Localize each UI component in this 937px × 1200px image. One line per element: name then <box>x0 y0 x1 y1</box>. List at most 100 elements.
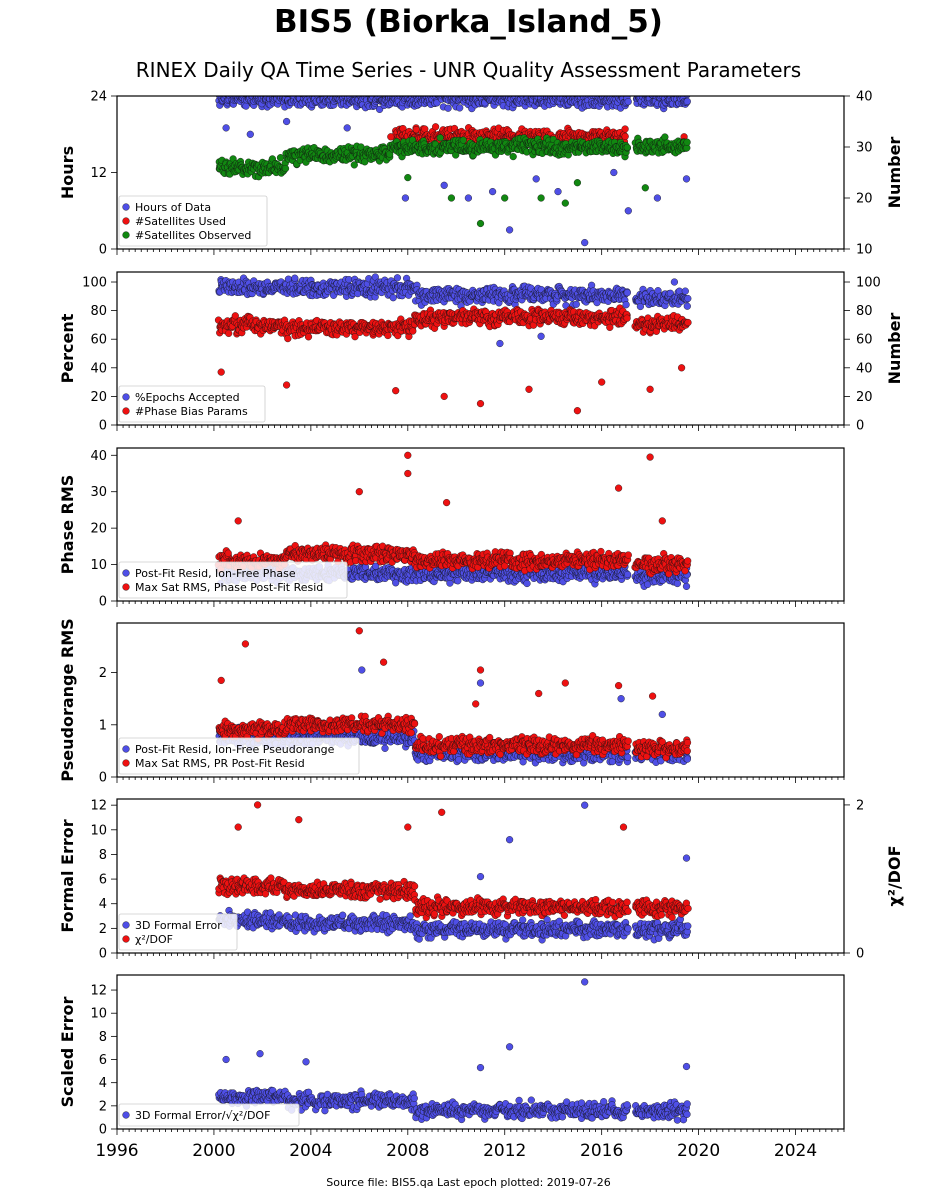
data-point <box>506 226 514 234</box>
data-point <box>475 88 482 95</box>
data-point <box>376 105 384 114</box>
data-point <box>624 207 632 215</box>
data-point <box>532 175 540 183</box>
data-point <box>673 579 682 588</box>
data-point <box>636 302 645 311</box>
y-axis-title: Percent <box>58 313 77 383</box>
y-axis-title: Hours <box>58 146 77 199</box>
data-point <box>224 549 232 557</box>
data-point <box>531 88 538 95</box>
y-right-tick-label: 20 <box>856 390 873 405</box>
y-tick-label: 0 <box>99 419 107 434</box>
data-point <box>440 392 448 401</box>
data-point <box>491 96 496 97</box>
legend-label: %Epochs Accepted <box>135 391 240 404</box>
data-point <box>317 96 320 97</box>
data-point <box>281 164 290 173</box>
data-point <box>581 239 589 247</box>
data-point <box>648 96 653 97</box>
data-point <box>440 181 448 189</box>
series-2 <box>214 451 692 578</box>
data-point <box>608 89 615 96</box>
legend-label: Hours of Data <box>135 201 211 214</box>
data-point <box>387 133 395 141</box>
data-point <box>291 274 299 282</box>
data-point <box>225 329 233 338</box>
data-point <box>304 333 313 341</box>
data-point <box>537 332 545 340</box>
y-right-tick-label: 10 <box>856 243 873 258</box>
data-point <box>554 188 562 196</box>
y-tick-label: 0 <box>99 243 107 258</box>
data-point <box>370 96 374 97</box>
data-point <box>684 96 691 99</box>
data-point <box>610 86 617 93</box>
data-point <box>476 219 485 228</box>
data-point <box>261 96 264 97</box>
data-point <box>573 179 582 187</box>
data-point <box>276 154 285 162</box>
y-right-tick-label: 20 <box>856 192 873 207</box>
data-point <box>656 96 661 97</box>
series-3 <box>215 133 691 228</box>
legend-label: #Satellites Observed <box>135 229 251 242</box>
data-point <box>572 300 580 308</box>
data-point <box>343 124 351 132</box>
data-points <box>215 86 691 247</box>
data-point <box>517 89 524 96</box>
data-point <box>661 133 669 141</box>
data-point <box>571 88 578 95</box>
y-right-axis-title: Number <box>885 137 904 209</box>
data-point <box>501 194 509 202</box>
data-point <box>598 378 606 386</box>
data-point <box>489 188 497 196</box>
data-point <box>616 87 623 94</box>
data-point <box>677 364 686 372</box>
data-point <box>682 175 691 183</box>
data-point <box>606 323 614 332</box>
legend-marker <box>122 393 130 401</box>
legend: Hours of Data#Satellites Used#Satellites… <box>118 195 268 247</box>
data-point <box>316 89 323 96</box>
data-point <box>683 97 691 106</box>
data-point <box>222 124 230 132</box>
data-point <box>537 194 545 202</box>
chart-title: BIS5 (Biorka_Island_5) <box>274 4 663 40</box>
data-point <box>454 577 462 585</box>
data-point <box>684 294 692 303</box>
panel-2: 020406080100Percent020406080100Number%Ep… <box>58 271 904 434</box>
data-point <box>624 98 632 106</box>
legend-marker <box>122 407 130 415</box>
data-point <box>523 579 531 588</box>
data-point <box>447 96 451 97</box>
data-point <box>496 339 504 348</box>
y-tick-label: 12 <box>90 166 107 181</box>
data-point <box>401 194 410 202</box>
data-point <box>318 89 325 96</box>
data-point <box>561 199 569 207</box>
legend-box <box>118 385 266 423</box>
data-point <box>350 161 358 169</box>
y-right-axis-title: Number <box>885 313 904 385</box>
data-point <box>623 570 632 579</box>
y-right-tick-label: 40 <box>856 90 873 105</box>
data-point <box>361 158 369 166</box>
data-point <box>311 89 318 96</box>
y-tick-label: 20 <box>90 390 107 405</box>
data-point <box>246 130 254 138</box>
data-point <box>397 96 402 97</box>
data-point <box>436 134 444 142</box>
y-tick-label: 60 <box>90 333 107 348</box>
data-point <box>372 562 380 570</box>
data-point <box>392 387 400 395</box>
data-point <box>476 400 485 408</box>
data-point <box>447 194 456 202</box>
legend-marker <box>122 217 130 225</box>
data-point <box>291 88 298 95</box>
data-point <box>231 312 239 320</box>
data-point <box>364 89 371 96</box>
y-tick-label: 80 <box>90 304 107 319</box>
